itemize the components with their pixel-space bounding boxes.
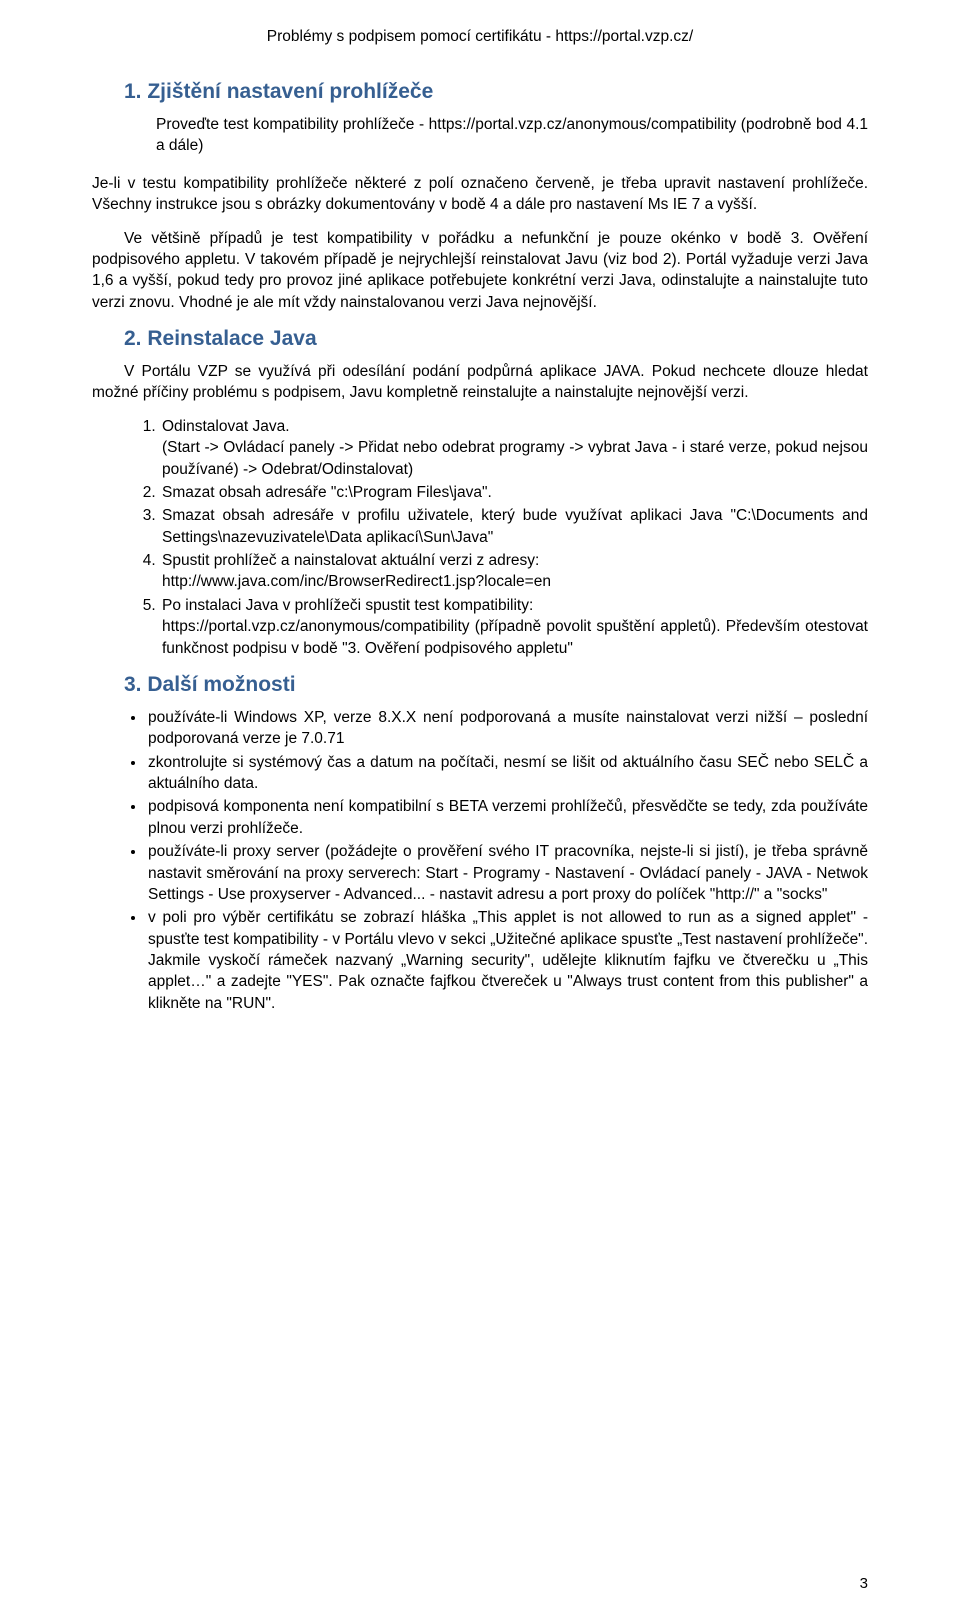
list-item: Odinstalovat Java.(Start -> Ovládací pan… bbox=[160, 416, 868, 480]
list-item: Smazat obsah adresáře v profilu uživatel… bbox=[160, 505, 868, 548]
section-2-heading: 2. Reinstalace Java bbox=[124, 327, 868, 351]
section-1-paragraph-1: Je-li v testu kompatibility prohlížeče n… bbox=[92, 173, 868, 216]
section-3-bullet-list: používáte-li Windows XP, verze 8.X.X nen… bbox=[146, 707, 868, 1014]
list-item: používáte-li proxy server (požádejte o p… bbox=[146, 841, 868, 905]
list-item: zkontrolujte si systémový čas a datum na… bbox=[146, 752, 868, 795]
page-number: 3 bbox=[860, 1575, 868, 1592]
list-item: v poli pro výběr certifikátu se zobrazí … bbox=[146, 907, 868, 1014]
section-2-ordered-list: Odinstalovat Java.(Start -> Ovládací pan… bbox=[160, 416, 868, 659]
list-item: podpisová komponenta není kompatibilní s… bbox=[146, 796, 868, 839]
list-item: Spustit prohlížeč a nainstalovat aktuáln… bbox=[160, 550, 868, 593]
section-1-lead: Proveďte test kompatibility prohlížeče -… bbox=[156, 114, 868, 157]
list-item: používáte-li Windows XP, verze 8.X.X nen… bbox=[146, 707, 868, 750]
section-1-heading: 1. Zjištění nastavení prohlížeče bbox=[124, 80, 868, 104]
section-1-paragraph-2: Ve většině případů je test kompatibility… bbox=[92, 228, 868, 314]
document-page: Problémy s podpisem pomocí certifikátu -… bbox=[0, 0, 960, 1612]
section-3-heading: 3. Další možnosti bbox=[124, 673, 868, 697]
section-2-paragraph-1: V Portálu VZP se využívá při odesílání p… bbox=[92, 361, 868, 404]
running-header: Problémy s podpisem pomocí certifikátu -… bbox=[92, 28, 868, 46]
list-item: Po instalaci Java v prohlížeči spustit t… bbox=[160, 595, 868, 659]
list-item: Smazat obsah adresáře "c:\Program Files\… bbox=[160, 482, 868, 503]
